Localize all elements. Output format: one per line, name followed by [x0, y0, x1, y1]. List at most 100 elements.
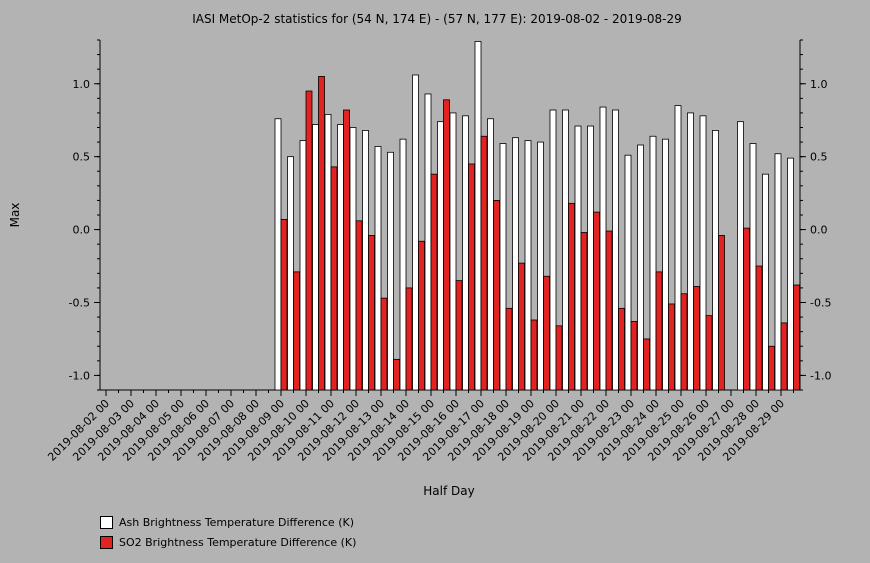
so2-bar: [280, 218, 288, 391]
ash-bar: [612, 109, 619, 391]
y-tick-label-left: -0.5: [69, 297, 90, 310]
ash-bar: [699, 115, 707, 391]
ash-bar: [462, 115, 469, 391]
ash-bar: [387, 151, 394, 391]
so2-bar: [480, 135, 488, 391]
ash-bar: [637, 144, 644, 391]
so2-bar: [768, 345, 775, 391]
legend-label-so2: SO2 Brightness Temperature Difference (K…: [119, 535, 357, 549]
y-tick-label-right: 1.0: [810, 78, 828, 91]
chart-title: IASI MetOp-2 statistics for (54 N, 174 E…: [192, 12, 682, 26]
y-tick-label-right: -0.5: [810, 297, 831, 310]
so2-bar: [718, 235, 725, 391]
so2-bar: [680, 293, 688, 391]
y-tick-label-right: 0.5: [810, 151, 828, 164]
ash-bar: [774, 153, 782, 391]
so2-bar: [418, 240, 425, 391]
so2-bar: [380, 297, 388, 391]
ash-bar: [474, 41, 482, 391]
ash-bar: [624, 154, 632, 391]
legend-swatch-ash: [100, 515, 113, 529]
so2-bar: [368, 235, 375, 391]
y-axis-label: Max: [8, 203, 22, 228]
so2-bar: [555, 325, 563, 391]
ash-bar: [349, 127, 357, 391]
legend-label-ash: Ash Brightness Temperature Difference (K…: [119, 515, 354, 529]
so2-bar: [780, 322, 788, 391]
ash-bar: [562, 109, 569, 391]
so2-bar: [580, 232, 588, 391]
y-tick-label-left: 0.0: [73, 224, 91, 237]
so2-bar: [318, 76, 325, 391]
bars: [274, 41, 800, 391]
so2-bar: [355, 220, 363, 391]
legend: Ash Brightness Temperature Difference (K…: [100, 512, 356, 552]
so2-bar: [543, 275, 550, 391]
ash-bar: [787, 157, 794, 391]
so2-bar: [443, 99, 450, 391]
ash-bar: [749, 143, 757, 391]
so2-bar: [293, 271, 300, 391]
ash-bar: [374, 146, 382, 391]
ash-bar: [737, 121, 744, 391]
ash-bar: [549, 109, 557, 391]
ash-bar: [762, 173, 769, 391]
ash-bar: [587, 125, 594, 391]
legend-item-so2: SO2 Brightness Temperature Difference (K…: [100, 532, 356, 552]
so2-bar: [468, 163, 475, 391]
ash-bar: [512, 137, 519, 391]
so2-bar: [343, 109, 350, 391]
ash-bar: [537, 141, 544, 391]
ash-bar: [712, 130, 719, 391]
ash-bar: [662, 138, 669, 391]
ash-bar: [412, 74, 419, 391]
ash-bar: [399, 138, 407, 391]
ash-bar: [312, 124, 319, 391]
so2-bar: [793, 284, 800, 391]
ash-bar: [499, 143, 507, 391]
ash-bar: [649, 135, 657, 391]
so2-bar: [668, 303, 675, 391]
ash-bar: [274, 118, 282, 391]
legend-swatch-so2: [100, 535, 113, 549]
so2-bar: [530, 319, 538, 391]
so2-bar: [643, 338, 650, 391]
y-tick-label-right: -1.0: [810, 369, 831, 382]
so2-bar: [455, 280, 463, 391]
so2-bar: [693, 286, 700, 391]
so2-bar: [605, 230, 613, 391]
so2-bar: [518, 262, 525, 391]
so2-bar: [568, 202, 575, 391]
ash-bar: [337, 124, 344, 391]
ash-bar: [487, 118, 494, 391]
so2-bar: [505, 307, 513, 391]
ash-bar: [324, 113, 332, 391]
ash-bar: [674, 105, 682, 391]
so2-bar: [305, 90, 313, 391]
so2-bar: [630, 321, 638, 391]
so2-bar: [493, 200, 500, 391]
ash-bar: [687, 112, 694, 391]
ash-bar: [424, 93, 432, 391]
legend-item-ash: Ash Brightness Temperature Difference (K…: [100, 512, 356, 532]
so2-bar: [330, 166, 338, 391]
ash-bar: [362, 130, 369, 391]
ash-bar: [437, 121, 444, 391]
so2-bar: [618, 307, 625, 391]
ash-bar: [574, 125, 582, 391]
ash-bar: [599, 106, 607, 391]
so2-bar: [755, 265, 763, 391]
so2-bar: [393, 358, 400, 391]
y-tick-label-left: 1.0: [73, 78, 91, 91]
ash-bar: [449, 112, 457, 391]
so2-bar: [405, 287, 413, 391]
y-tick-label-left: 0.5: [73, 151, 91, 164]
axes: -1.0 -1.0-0.5 -0.50.0 0.00.5 0.51.0 1.02019-0…: [45, 39, 831, 464]
x-axis-label: Half Day: [423, 484, 474, 498]
ash-bar: [524, 140, 532, 391]
so2-bar: [593, 211, 600, 391]
y-tick-label-left: -1.0: [69, 369, 90, 382]
ash-bar: [287, 156, 294, 391]
so2-bar: [743, 227, 750, 391]
